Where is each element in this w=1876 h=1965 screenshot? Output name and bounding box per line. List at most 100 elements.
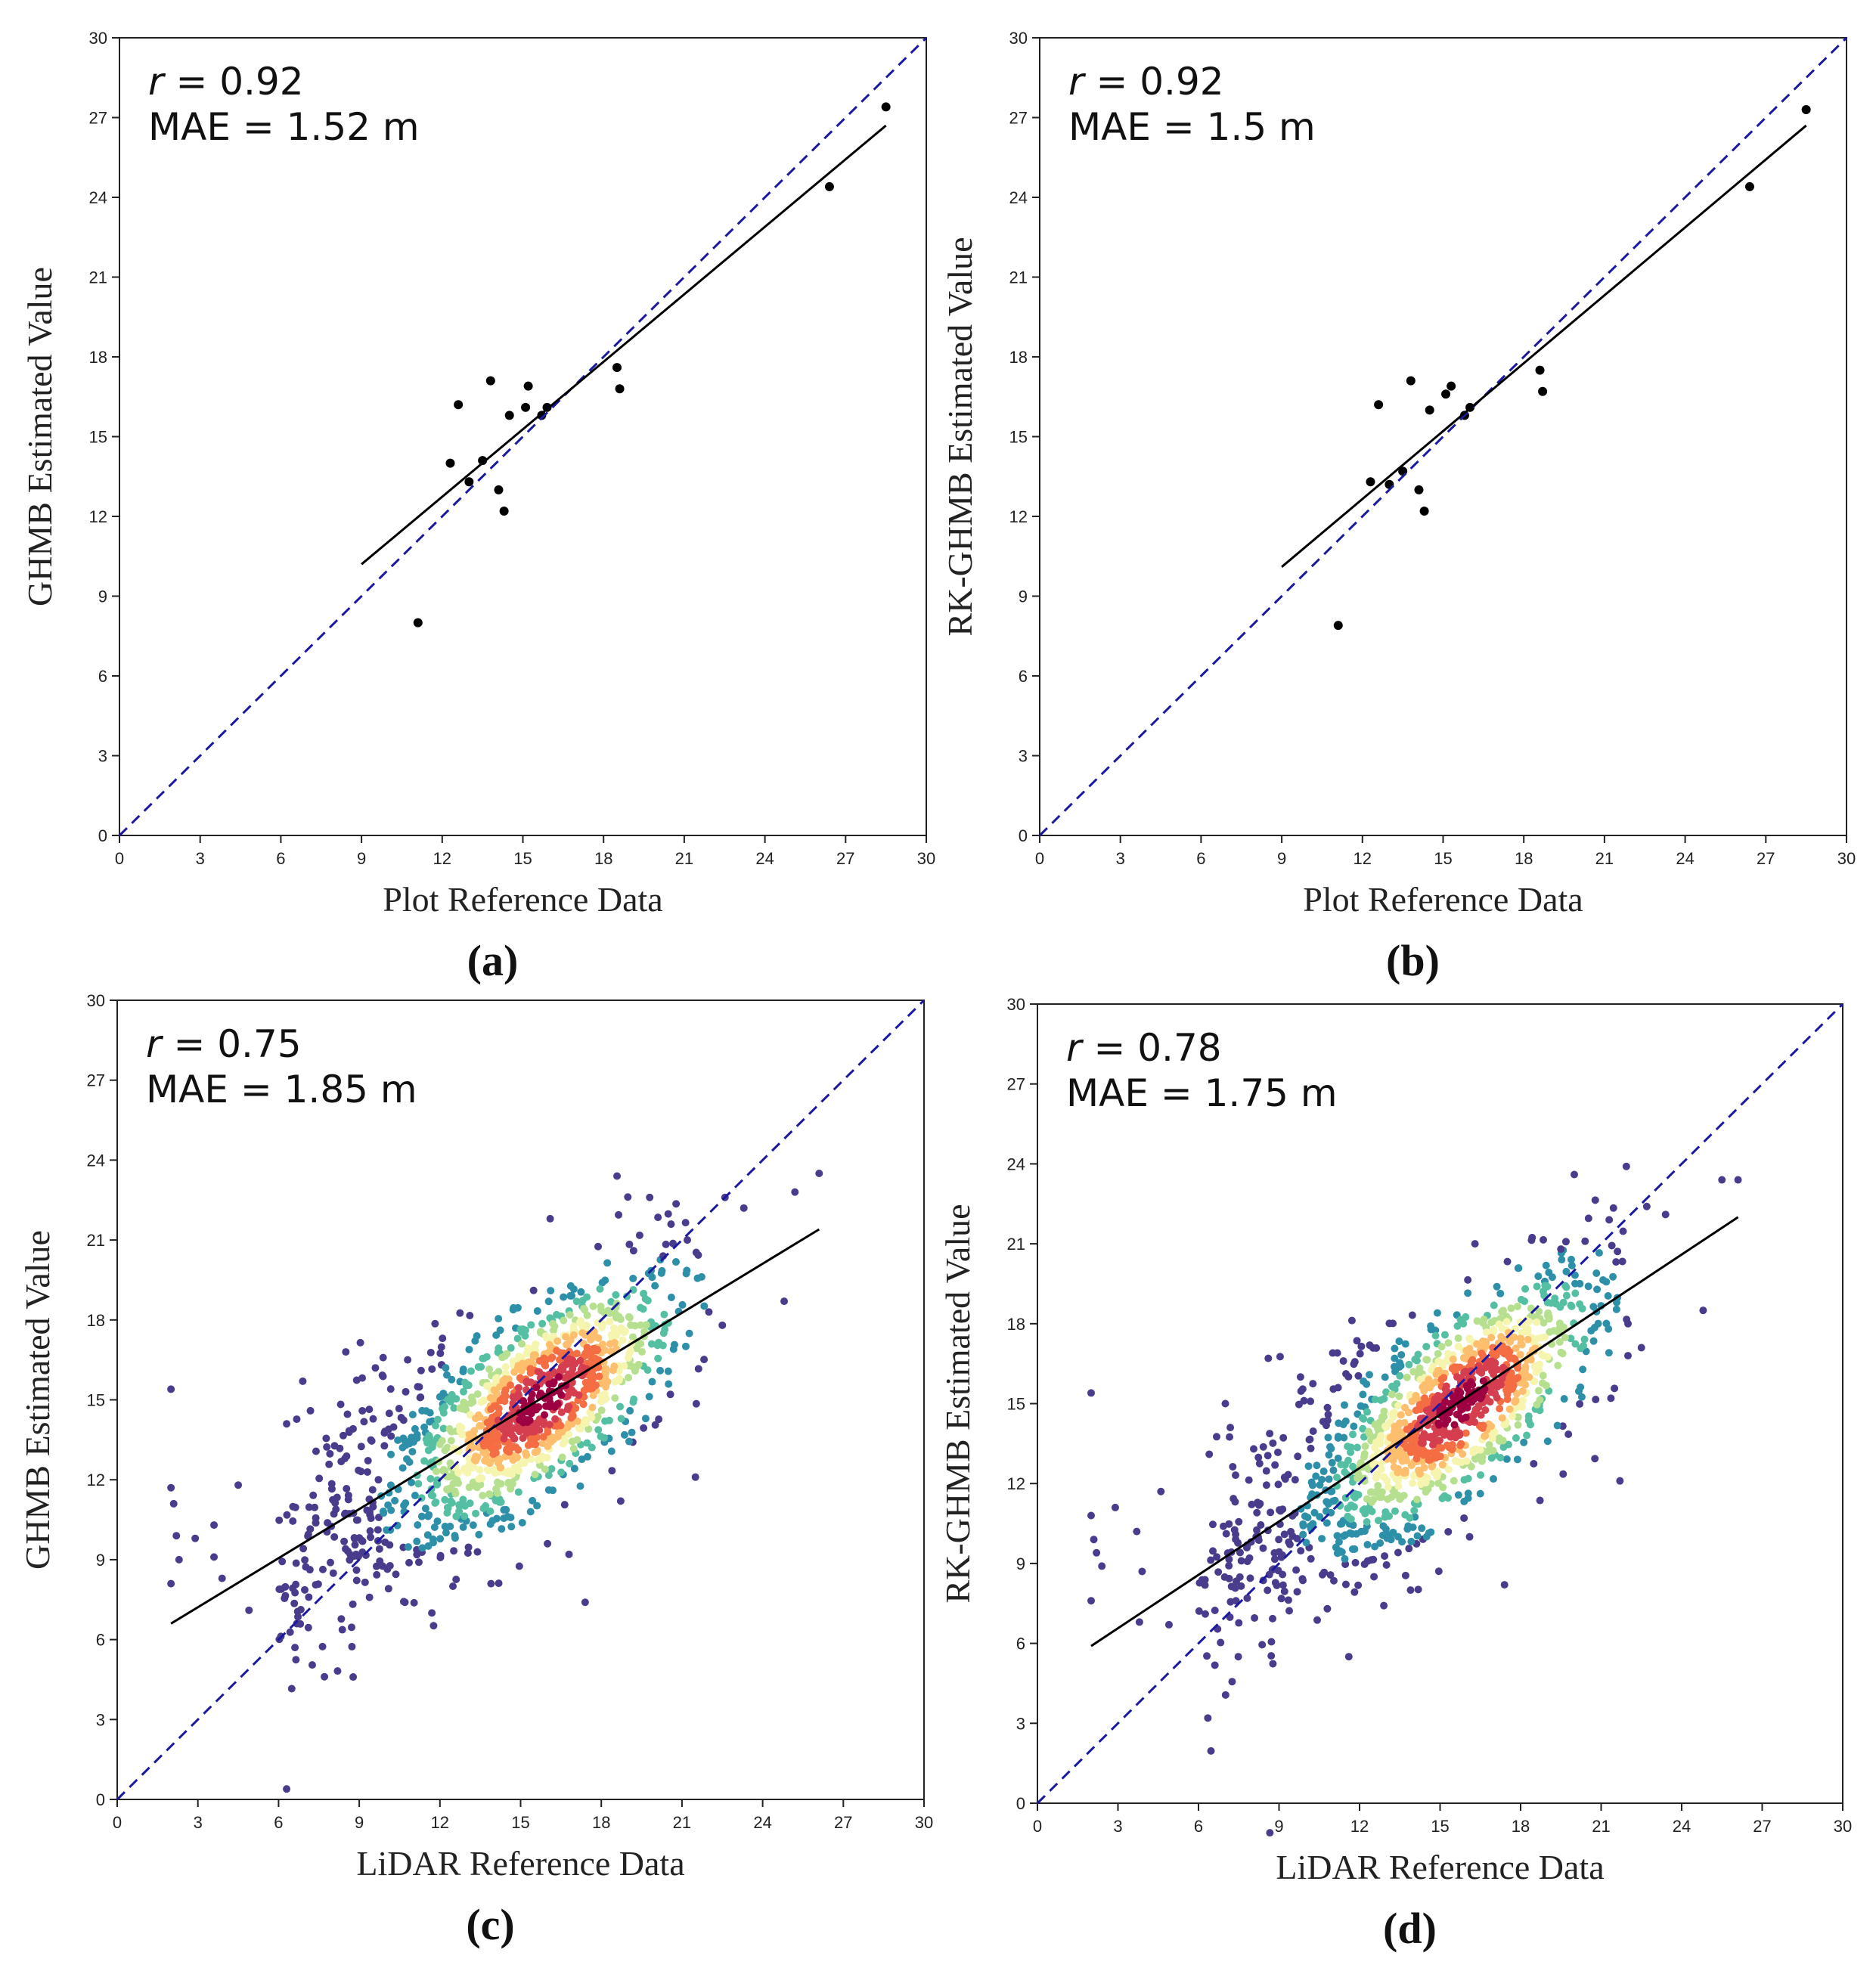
data-point	[625, 1313, 634, 1322]
data-point	[426, 1348, 435, 1356]
x-tick-label: 15	[511, 1813, 529, 1832]
data-point	[1397, 1350, 1406, 1359]
data-point	[1267, 1638, 1276, 1646]
data-point	[1309, 1380, 1317, 1388]
data-point	[439, 1409, 448, 1417]
data-point	[283, 1511, 291, 1519]
data-point	[1513, 1302, 1521, 1310]
data-point	[1098, 1562, 1106, 1570]
data-point	[470, 1463, 478, 1471]
data-point	[1255, 1459, 1264, 1468]
data-point	[336, 1400, 345, 1409]
data-point	[1459, 1319, 1468, 1328]
data-point	[448, 1375, 456, 1384]
data-point	[1502, 1455, 1511, 1463]
data-point	[1599, 1275, 1608, 1284]
data-point	[1360, 1453, 1368, 1461]
data-point	[1567, 1301, 1575, 1309]
data-point	[664, 1367, 672, 1375]
data-point	[1426, 1384, 1434, 1392]
data-point	[471, 1337, 479, 1345]
data-point	[597, 1323, 606, 1331]
data-point	[1267, 1508, 1275, 1517]
x-tick-label: 24	[755, 849, 774, 868]
data-point	[432, 1421, 440, 1430]
data-point	[1561, 1238, 1570, 1246]
data-point	[1256, 1499, 1264, 1508]
data-point	[1503, 1257, 1512, 1266]
data-point	[1423, 1356, 1431, 1364]
y-tick-label: 30	[1007, 995, 1025, 1014]
mae-stat: MAE = 1.85 m	[146, 1068, 417, 1111]
data-point	[538, 1452, 546, 1461]
data-point	[1440, 1374, 1448, 1382]
data-point	[1506, 1354, 1515, 1362]
data-point	[454, 400, 464, 410]
data-point	[1540, 1235, 1548, 1244]
data-point	[510, 1368, 519, 1376]
data-point	[678, 1300, 687, 1309]
data-point	[1203, 1652, 1211, 1660]
data-point	[1496, 1405, 1504, 1413]
data-point	[1090, 1536, 1098, 1544]
data-point	[1481, 1432, 1489, 1440]
data-point	[1271, 1461, 1279, 1469]
identity-line	[118, 36, 928, 837]
data-point	[1250, 1445, 1258, 1453]
data-point	[1490, 1301, 1498, 1309]
data-point	[413, 1537, 421, 1545]
data-point	[386, 1385, 395, 1393]
data-point	[167, 1385, 175, 1393]
data-point	[547, 1464, 556, 1473]
y-tick-label: 24	[87, 1151, 105, 1170]
data-point	[1425, 405, 1434, 415]
data-point	[417, 1512, 426, 1520]
data-point	[1593, 1285, 1602, 1294]
data-point	[547, 1287, 555, 1295]
data-point	[356, 1338, 364, 1347]
data-point	[499, 506, 509, 516]
data-point	[486, 1507, 495, 1515]
data-point	[1395, 1392, 1403, 1400]
data-point	[1093, 1548, 1101, 1557]
data-point	[587, 1335, 595, 1344]
data-point	[588, 1403, 597, 1412]
data-point	[330, 1533, 339, 1541]
data-point	[432, 1498, 440, 1506]
data-point	[1540, 1319, 1548, 1327]
data-point	[1508, 1412, 1516, 1421]
data-point	[466, 1311, 474, 1319]
data-point	[374, 1513, 383, 1521]
y-axis-label: RK-GHMB Estimated Value	[938, 1204, 977, 1603]
x-tick-label: 6	[1194, 1817, 1203, 1836]
data-point	[1350, 1422, 1358, 1430]
data-point	[450, 1547, 458, 1555]
data-point	[395, 1405, 403, 1413]
data-point	[580, 1387, 588, 1395]
data-point	[606, 1340, 614, 1348]
data-point	[519, 1397, 528, 1406]
data-point	[482, 1353, 491, 1361]
data-point	[544, 1471, 553, 1480]
data-point	[358, 1374, 367, 1382]
data-point	[1624, 1319, 1632, 1328]
data-point	[1605, 1216, 1614, 1224]
data-point	[1579, 1365, 1587, 1374]
data-point	[1253, 1508, 1261, 1517]
data-point	[1612, 1258, 1620, 1266]
data-point	[603, 1259, 612, 1267]
data-point	[1376, 1440, 1385, 1448]
x-axis-label: LiDAR Reference Data	[356, 1844, 684, 1883]
data-point	[368, 1486, 377, 1494]
data-point	[637, 1303, 645, 1312]
data-point	[358, 1406, 367, 1415]
data-point	[1405, 1360, 1413, 1368]
data-point	[1344, 1372, 1353, 1381]
data-point	[1236, 1573, 1244, 1581]
mae-stat: MAE = 1.5 m	[1068, 105, 1316, 149]
data-point	[431, 1319, 439, 1328]
data-point	[1299, 1530, 1307, 1539]
data-point	[357, 1468, 365, 1476]
data-point	[558, 1453, 566, 1461]
data-point	[648, 1378, 656, 1386]
